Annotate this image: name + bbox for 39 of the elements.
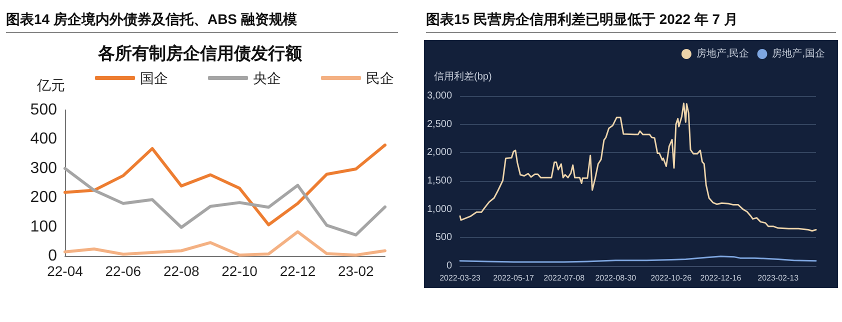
legend-label: 民企	[366, 70, 394, 86]
y-tick-label: 400	[30, 130, 58, 148]
line-series	[64, 144, 386, 226]
chart-subtitle: 各所有制房企信用债发行额	[97, 44, 303, 63]
y-tick-label: 1,000	[426, 204, 452, 215]
legend-label: 房地产,民企	[696, 48, 750, 60]
legend-label: 央企	[253, 70, 281, 86]
y-tick-label: 200	[30, 189, 58, 206]
y-tick-label: 2,000	[426, 147, 452, 158]
x-tick-label: 22-06	[105, 263, 142, 279]
x-tick-label: 2022-08-30	[595, 274, 637, 282]
y-tick-label: 500	[435, 232, 452, 244]
y-tick-label: 2,500	[426, 118, 452, 130]
x-tick-label: 2023-02-13	[758, 274, 800, 282]
x-tick-label: 2022-03-23	[440, 274, 482, 282]
x-tick-label: 23-02	[338, 263, 374, 279]
x-tick-label: 2022-05-17	[493, 274, 535, 282]
x-tick-label: 22-10	[222, 263, 258, 279]
x-tick-label: 22-12	[280, 263, 316, 279]
legend-label: 国企	[140, 70, 168, 86]
x-tick-label: 2022-07-08	[544, 274, 586, 282]
y-axis-title: 信用利差(bp)	[434, 70, 492, 82]
line-series	[64, 166, 386, 236]
legend-label: 房地产,国企	[772, 48, 826, 60]
y-tick-label: 1,500	[426, 176, 452, 186]
y-tick-label: 100	[30, 218, 58, 236]
x-tick-label: 2022-12-16	[700, 274, 742, 282]
y-tick-label: 300	[30, 160, 58, 177]
line-series	[459, 102, 817, 232]
x-tick-label: 22-08	[163, 263, 200, 279]
chart-title: 图表15 民营房企信用利差已明显低于 2022 年 7 月	[426, 6, 836, 33]
y-tick-label: 0	[446, 260, 452, 272]
y-axis-title: 亿元	[36, 77, 65, 93]
y-tick-label: 3,000	[426, 90, 452, 102]
y-tick-label: 500	[30, 102, 58, 118]
x-tick-label: 2022-10-26	[650, 274, 692, 282]
x-tick-label: 22-04	[47, 263, 84, 279]
chart-title: 图表14 房企境内外债券及信托、ABS 融资规模	[6, 6, 398, 33]
y-tick-label: 0	[48, 248, 58, 264]
